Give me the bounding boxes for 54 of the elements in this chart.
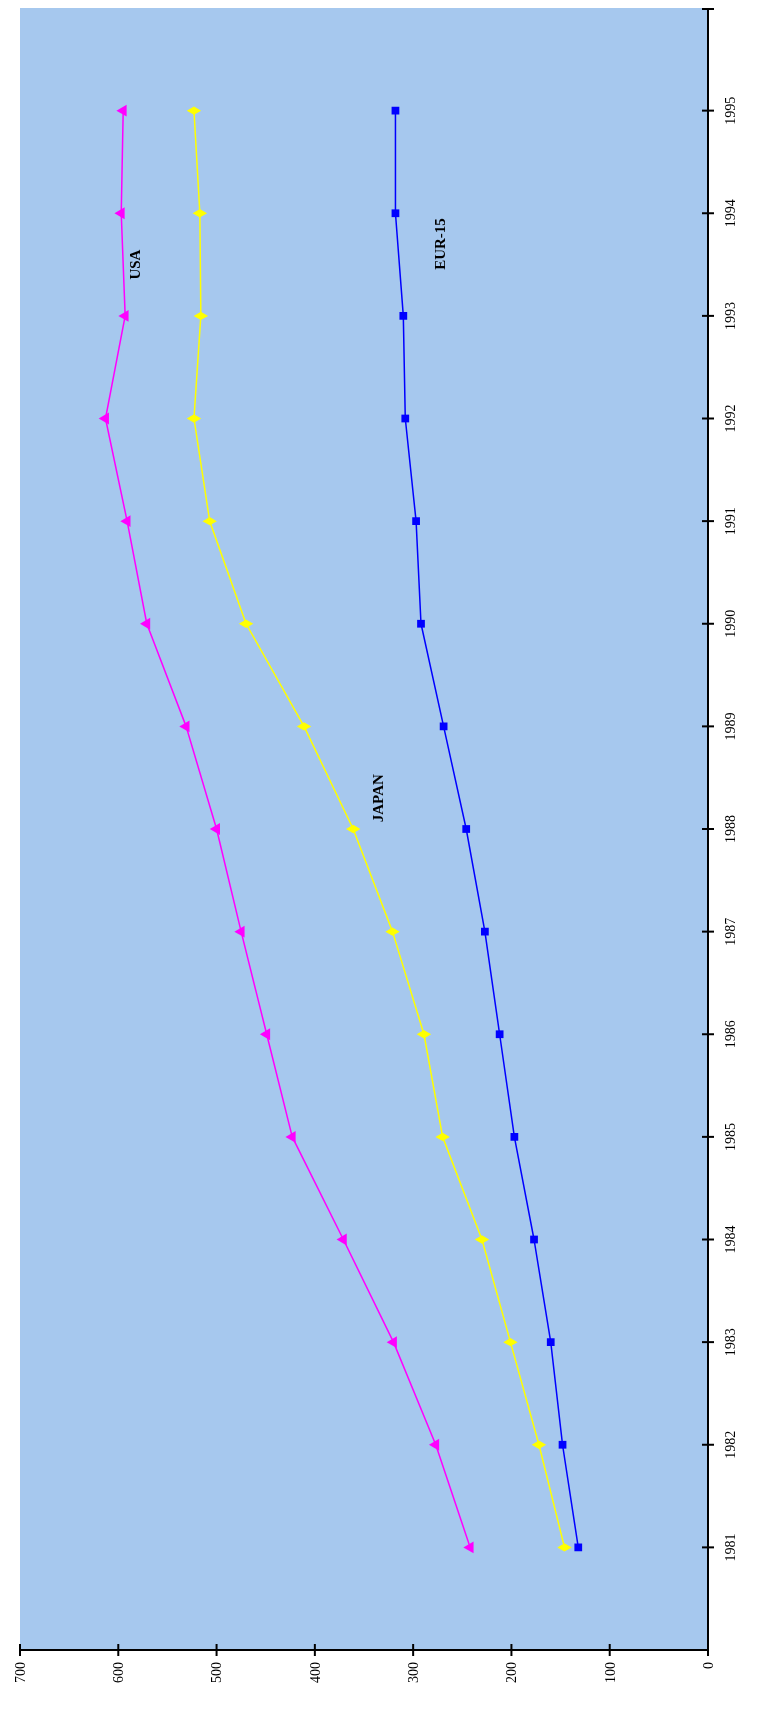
y-tick-label: 1982	[722, 1430, 738, 1459]
text: USA	[127, 249, 144, 280]
y-tick-label: 1992	[722, 404, 738, 433]
point	[401, 414, 410, 423]
point	[118, 309, 129, 322]
point	[114, 207, 125, 220]
y-tick-label: 1983	[722, 1328, 738, 1357]
point	[463, 1541, 474, 1554]
y-tick-label: 1981	[722, 1533, 738, 1562]
point	[386, 1336, 397, 1349]
y-tick-label: 1995	[722, 96, 738, 125]
point	[481, 927, 489, 936]
point	[179, 720, 190, 733]
y-tick-label: 1991	[722, 507, 738, 536]
x-tick-label: 200	[504, 1662, 520, 1683]
x-tick-label: 0	[700, 1662, 716, 1669]
point	[116, 104, 127, 117]
point	[285, 1130, 296, 1143]
x-tick-label: 600	[111, 1662, 127, 1683]
point	[546, 1338, 555, 1346]
x-tick-label: 100	[602, 1662, 618, 1683]
point	[209, 823, 220, 835]
point	[558, 1440, 567, 1449]
y-tick-label: 1989	[722, 712, 738, 741]
x-tick-label: 500	[209, 1662, 225, 1683]
point	[234, 925, 245, 938]
y-tick-label: 1984	[722, 1225, 738, 1254]
y-tick-label: 1993	[722, 301, 738, 330]
x-tick-label: 300	[406, 1662, 422, 1683]
x-tick-label: 400	[307, 1662, 323, 1683]
point	[510, 1133, 519, 1141]
point	[428, 1438, 440, 1451]
point	[399, 312, 408, 320]
y-tick-label: 1987	[722, 917, 738, 946]
point	[574, 1543, 583, 1552]
y-tick-label: 1988	[722, 815, 738, 843]
point	[530, 1235, 538, 1244]
point	[336, 1233, 347, 1246]
point	[139, 617, 151, 630]
point	[259, 1028, 271, 1041]
point	[412, 517, 420, 525]
text: JAPAN	[370, 774, 387, 823]
x-tick-label: 700	[12, 1662, 28, 1683]
point	[391, 209, 400, 218]
point	[98, 412, 109, 425]
point	[120, 515, 131, 528]
text: EUR-15	[431, 218, 448, 270]
point	[462, 825, 471, 833]
y-tick-label: 1986	[722, 1020, 738, 1049]
point	[495, 1030, 504, 1039]
y-tick-label: 1994	[722, 199, 738, 228]
point	[417, 619, 425, 628]
y-tick-label: 1985	[722, 1122, 738, 1151]
y-tick-label: 1990	[722, 609, 738, 638]
